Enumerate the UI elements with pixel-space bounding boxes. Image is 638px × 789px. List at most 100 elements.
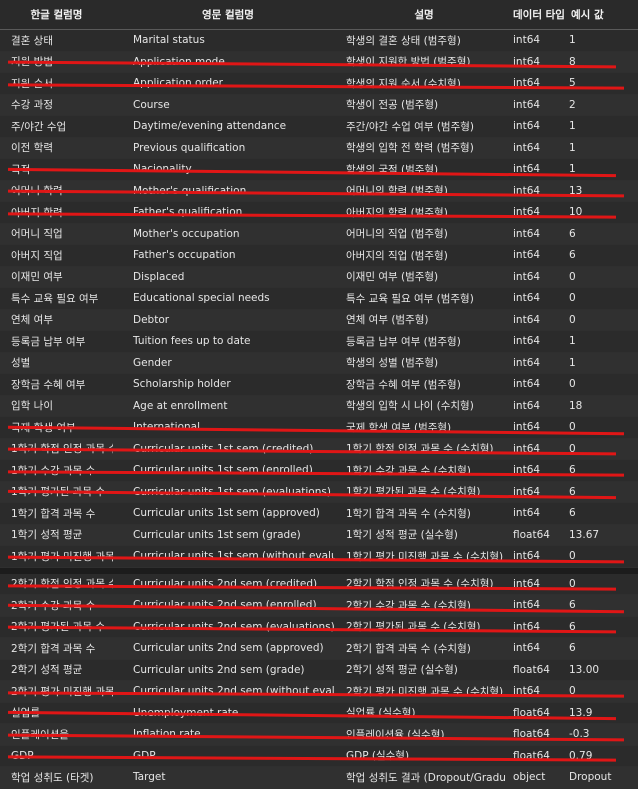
description-cell: 학생의 국적 (범주형)	[335, 158, 505, 181]
korean-name-cell: 국제 학생 여부	[0, 416, 113, 439]
data-type-cell: int64	[505, 481, 563, 503]
english-name-cell: Inflation rate	[113, 723, 335, 746]
data-type-cell: int64	[505, 438, 563, 460]
english-name-cell: International	[113, 416, 335, 439]
description-cell: 장학금 수혜 여부 (범주형)	[335, 373, 505, 396]
example-value-cell: 1	[563, 115, 638, 138]
example-value-cell: -0.3	[563, 723, 638, 746]
korean-name-cell: 1학기 학점 인정 과목 수	[0, 438, 113, 460]
korean-name-cell: 1학기 평가된 과목 수	[0, 481, 113, 503]
korean-name-cell: 2학기 평가 미진행 과목 수	[0, 680, 113, 703]
data-type-cell: float64	[505, 702, 563, 724]
example-value-cell: 18	[563, 395, 638, 417]
description-cell: 학업 성취도 결과 (Dropout/Graduate)	[335, 766, 505, 789]
data-type-cell: int64	[505, 244, 563, 267]
description-cell: 2학기 평가된 과목 수 (수치형)	[335, 616, 505, 638]
korean-name-cell: 1학기 수강 과목 수	[0, 459, 113, 482]
data-type-cell: int64	[505, 416, 563, 439]
korean-name-cell: 학업 성취도 (타겟)	[0, 766, 113, 789]
table-row: 2학기 평가된 과목 수 Curricular units 2nd sem (ev…	[0, 616, 638, 638]
example-value-cell: 6	[563, 637, 638, 660]
data-type-cell: int64	[505, 158, 563, 181]
table-row: 성별 Gender 학생의 성별 (범주형) int64 1	[0, 352, 638, 374]
data-type-cell: int64	[505, 502, 563, 525]
english-name-cell: Tuition fees up to date	[113, 330, 335, 353]
table-row: 국제 학생 여부 International 국제 학생 여부 (범주형) int64…	[0, 416, 638, 439]
data-type-cell: int64	[505, 223, 563, 245]
example-value-cell: 0	[563, 266, 638, 288]
example-value-cell: 1	[563, 29, 638, 52]
data-type-cell: float64	[505, 745, 563, 767]
korean-name-cell: 아버지 직업	[0, 244, 113, 267]
korean-name-cell: 성별	[0, 352, 113, 374]
example-value-cell: 0.79	[563, 745, 638, 767]
english-name-cell: Mother's occupation	[113, 223, 335, 245]
english-name-cell: Debtor	[113, 309, 335, 331]
example-value-cell: 0	[563, 438, 638, 460]
data-type-cell: object	[505, 766, 563, 789]
example-value-cell: 6	[563, 594, 638, 617]
data-type-cell: int64	[505, 680, 563, 703]
header-example-value: 예시 값	[563, 0, 638, 30]
english-name-cell: Father's qualification	[113, 201, 335, 224]
example-value-cell: 1	[563, 352, 638, 374]
description-cell: 어머니의 학력 (범주형)	[335, 180, 505, 202]
description-cell: 주간/야간 수업 여부 (범주형)	[335, 115, 505, 138]
table-row: 인플레이션율 Inflation rate 인플레이션율 (실수형) float64-…	[0, 723, 638, 746]
table-row: 2학기 성적 평균 Curricular units 2nd sem (grade…	[0, 659, 638, 681]
description-cell: 어머니의 직업 (범주형)	[335, 223, 505, 245]
english-name-cell: Application order	[113, 72, 335, 95]
header-english-name: 영문 컬럼명	[113, 0, 335, 30]
korean-name-cell: 1학기 합격 과목 수	[0, 502, 113, 525]
example-value-cell: 0	[563, 680, 638, 703]
korean-name-cell: 수강 과정	[0, 94, 113, 116]
description-cell: 1학기 평가된 과목 수 (수치형)	[335, 481, 505, 503]
data-type-cell: int64	[505, 287, 563, 310]
example-value-cell: 0	[563, 373, 638, 396]
description-cell: 1학기 성적 평균 (실수형)	[335, 524, 505, 546]
table-row: 아버지 직업 Father's occupation 아버지의 직업 (범주형) in…	[0, 244, 638, 267]
korean-name-cell: 장학금 수혜 여부	[0, 373, 113, 396]
header-korean-name: 한글 컬럼명	[0, 0, 113, 30]
english-name-cell: Displaced	[113, 266, 335, 288]
description-cell: 1학기 수강 과목 수 (수치형)	[335, 459, 505, 482]
english-name-cell: Application mode	[113, 51, 335, 73]
table-row: 등록금 납부 여부 Tuition fees up to date 등록금 납부 여…	[0, 330, 638, 353]
korean-name-cell: 2학기 학점 인정 과목 수	[0, 573, 113, 595]
table-header: 한글 컬럼명 영문 컬럼명 설명 데이터 타입 예시 값	[0, 0, 638, 30]
english-name-cell: Daytime/evening attendance	[113, 115, 335, 138]
english-name-cell: Curricular units 1st sem (credited)	[113, 438, 335, 460]
english-name-cell: Curricular units 2nd sem (grade)	[113, 659, 335, 681]
table-row: 이재민 여부 Displaced 이재민 여부 (범주형) int64 0	[0, 266, 638, 288]
table-row: 2학기 수강 과목 수 Curricular units 2nd sem (enr…	[0, 594, 638, 617]
description-cell: 2학기 수강 과목 수 (수치형)	[335, 594, 505, 617]
example-value-cell: 8	[563, 51, 638, 73]
data-type-cell: int64	[505, 201, 563, 224]
english-name-cell: Curricular units 2nd sem (enrolled)	[113, 594, 335, 617]
korean-name-cell: 특수 교육 필요 여부	[0, 287, 113, 310]
table-row: 장학금 수혜 여부 Scholarship holder 장학금 수혜 여부 (범주…	[0, 373, 638, 396]
description-cell: 등록금 납부 여부 (범주형)	[335, 330, 505, 353]
korean-name-cell: 인플레이션율	[0, 723, 113, 746]
example-value-cell: 1	[563, 158, 638, 181]
example-value-cell: 0	[563, 573, 638, 595]
data-type-cell: int64	[505, 94, 563, 116]
korean-name-cell: 지원 순서	[0, 72, 113, 95]
section-gap-cell	[505, 567, 563, 574]
english-name-cell: Mother's qualification	[113, 180, 335, 202]
example-value-cell: 6	[563, 223, 638, 245]
example-value-cell: 1	[563, 330, 638, 353]
english-name-cell: Unemployment rate	[113, 702, 335, 724]
example-value-cell: 6	[563, 244, 638, 267]
english-name-cell: Gender	[113, 352, 335, 374]
data-type-cell: int64	[505, 395, 563, 417]
example-value-cell: 13.9	[563, 702, 638, 724]
description-cell: 학생의 성별 (범주형)	[335, 352, 505, 374]
korean-name-cell: 1학기 평가 미진행 과목 수	[0, 545, 113, 568]
data-type-cell: float64	[505, 524, 563, 546]
example-value-cell: 13	[563, 180, 638, 202]
description-cell: 2학기 합격 과목 수 (수치형)	[335, 637, 505, 660]
table-row: 이전 학력 Previous qualification 학생의 입학 전 학력 (…	[0, 137, 638, 159]
